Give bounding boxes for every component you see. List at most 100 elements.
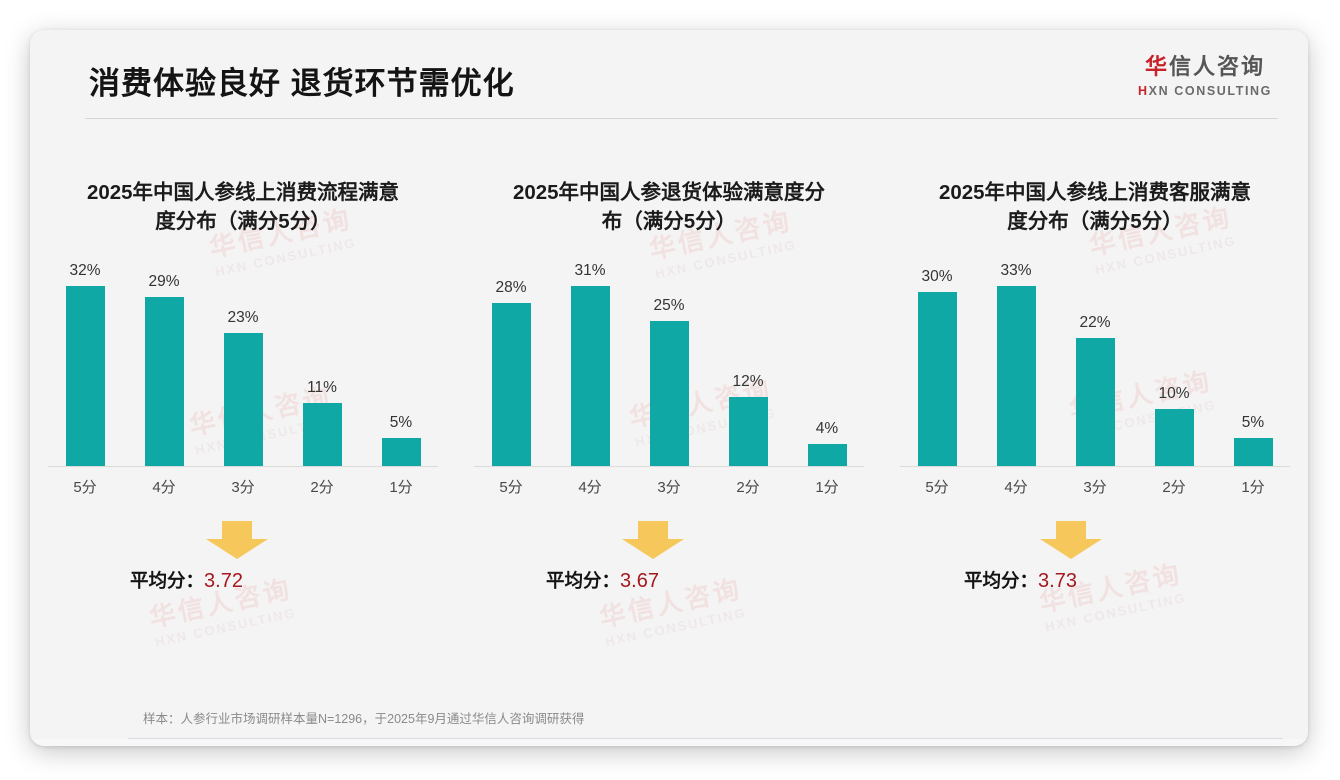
average-block: 平均分：3.67 bbox=[474, 521, 864, 617]
bar[interactable] bbox=[728, 396, 768, 468]
x-tick-label: 1分 bbox=[389, 479, 413, 497]
bar-value-label: 29% bbox=[148, 273, 180, 291]
bar-column[interactable]: 29% bbox=[133, 262, 195, 468]
average-value: 3.72 bbox=[204, 570, 243, 593]
bar-column[interactable]: 28% bbox=[480, 262, 542, 468]
x-axis-labels: 5分 4分 3分 2分 1分 bbox=[48, 476, 438, 497]
x-tick-label: 1分 bbox=[1241, 479, 1265, 497]
bar-column[interactable]: 11% bbox=[291, 262, 353, 468]
logo-chinese-red: 华 bbox=[1144, 54, 1169, 79]
logo-english-red: H bbox=[1138, 84, 1149, 98]
bar[interactable] bbox=[649, 320, 689, 468]
average-label: 平均分： bbox=[546, 570, 621, 592]
source-footnote: 样本：人参行业市场调研样本量N=1296，于2025年9月通过华信人咨询调研获得 bbox=[143, 712, 585, 726]
logo-english: HXN CONSULTING bbox=[1138, 85, 1272, 98]
bar-column[interactable]: 33% bbox=[985, 262, 1047, 468]
bar-plot: 30% 33% 22% 10% 5% bbox=[900, 262, 1290, 468]
chart-panel-return: 2025年中国人参退货体验满意度分布（满分5分） 28% 31% 25% 12%… bbox=[456, 140, 882, 660]
company-logo: 华信人咨询 HXN CONSULTING bbox=[1138, 56, 1272, 98]
arrow-stem bbox=[222, 521, 252, 540]
average-block: 平均分：3.72 bbox=[48, 521, 438, 617]
bar[interactable] bbox=[65, 286, 105, 468]
bar-column[interactable]: 22% bbox=[1064, 262, 1126, 468]
bar[interactable] bbox=[570, 286, 610, 468]
bar-plot: 32% 29% 23% 11% 5% bbox=[48, 262, 438, 468]
logo-chinese-rest: 信人咨询 bbox=[1169, 54, 1266, 79]
bar-column[interactable]: 5% bbox=[1222, 262, 1284, 468]
bar[interactable] bbox=[144, 297, 184, 468]
bar[interactable] bbox=[1154, 408, 1194, 468]
chart-title: 2025年中国人参线上消费客服满意度分布（满分5分） bbox=[938, 181, 1252, 234]
average-score: 平均分：3.67 bbox=[546, 567, 659, 593]
bar-column[interactable]: 25% bbox=[638, 262, 700, 468]
bar-value-label: 30% bbox=[921, 267, 953, 285]
x-tick-label: 4分 bbox=[1004, 479, 1028, 497]
bar-plot: 28% 31% 25% 12% 4% bbox=[474, 262, 864, 468]
average-value: 3.67 bbox=[620, 570, 659, 593]
arrow-stem bbox=[638, 521, 668, 540]
bar-column[interactable]: 31% bbox=[559, 262, 621, 468]
bar[interactable] bbox=[381, 437, 421, 468]
bar-value-label: 31% bbox=[574, 262, 606, 280]
average-label: 平均分： bbox=[964, 570, 1039, 592]
down-arrow-icon bbox=[1040, 521, 1102, 560]
bar[interactable] bbox=[1075, 338, 1115, 468]
x-tick-label: 4分 bbox=[578, 479, 602, 497]
down-arrow-icon bbox=[622, 521, 684, 560]
average-score: 平均分：3.72 bbox=[130, 567, 243, 593]
header-divider bbox=[85, 118, 1278, 119]
slide-footer: ©2025.11 HXR华信人咨询 www.hxrcon.com bbox=[30, 739, 1308, 746]
bar-group: 28% 31% 25% 12% 4% bbox=[474, 262, 864, 468]
bar-column[interactable]: 32% bbox=[54, 262, 116, 468]
x-tick-label: 2分 bbox=[310, 479, 334, 497]
bar-column[interactable]: 30% bbox=[906, 262, 968, 468]
logo-english-rest: XN CONSULTING bbox=[1148, 84, 1272, 98]
x-axis-line bbox=[900, 466, 1290, 468]
bar-column[interactable]: 12% bbox=[717, 262, 779, 468]
x-tick-label: 3分 bbox=[657, 479, 681, 497]
charts-container: 2025年中国人参线上消费流程满意度分布（满分5分） 32% 29% 23% 1… bbox=[30, 140, 1308, 660]
bar-group: 32% 29% 23% 11% 5% bbox=[48, 262, 438, 468]
logo-chinese: 华信人咨询 bbox=[1138, 56, 1272, 78]
bar-column[interactable]: 5% bbox=[370, 262, 432, 468]
bar-value-label: 10% bbox=[1158, 384, 1190, 402]
chart-panel-service: 2025年中国人参线上消费客服满意度分布（满分5分） 30% 33% 22% 1… bbox=[882, 140, 1308, 660]
average-score: 平均分：3.73 bbox=[964, 567, 1077, 593]
bar-column[interactable]: 10% bbox=[1143, 262, 1205, 468]
bar[interactable] bbox=[807, 443, 847, 468]
bar-column[interactable]: 23% bbox=[212, 262, 274, 468]
bar-value-label: 25% bbox=[653, 296, 685, 314]
average-value: 3.73 bbox=[1038, 570, 1077, 593]
x-axis-line bbox=[474, 466, 864, 468]
bar[interactable] bbox=[996, 286, 1036, 468]
chart-title: 2025年中国人参线上消费流程满意度分布（满分5分） bbox=[86, 181, 400, 234]
average-label: 平均分： bbox=[130, 570, 205, 592]
bar[interactable] bbox=[223, 332, 263, 468]
x-axis-labels: 5分 4分 3分 2分 1分 bbox=[900, 476, 1290, 497]
x-tick-label: 5分 bbox=[499, 479, 523, 497]
x-tick-label: 1分 bbox=[815, 479, 839, 497]
bar[interactable] bbox=[302, 402, 342, 468]
bar[interactable] bbox=[491, 303, 531, 468]
bar[interactable] bbox=[917, 291, 957, 468]
footer-divider bbox=[128, 738, 1283, 739]
chart-panel-process: 2025年中国人参线上消费流程满意度分布（满分5分） 32% 29% 23% 1… bbox=[30, 140, 456, 660]
bar-value-label: 12% bbox=[732, 372, 764, 390]
bar[interactable] bbox=[1233, 437, 1273, 468]
x-tick-label: 3分 bbox=[231, 479, 255, 497]
bar-value-label: 5% bbox=[1241, 413, 1265, 431]
x-tick-label: 3分 bbox=[1083, 479, 1107, 497]
page-title: 消费体验良好 退货环节需优化 bbox=[89, 66, 515, 101]
bar-value-label: 22% bbox=[1079, 314, 1111, 332]
bar-value-label: 33% bbox=[1000, 262, 1032, 280]
arrow-stem bbox=[1056, 521, 1086, 540]
x-tick-label: 2分 bbox=[736, 479, 760, 497]
x-axis-labels: 5分 4分 3分 2分 1分 bbox=[474, 476, 864, 497]
x-tick-label: 2分 bbox=[1162, 479, 1186, 497]
x-tick-label: 5分 bbox=[73, 479, 97, 497]
chart-title: 2025年中国人参退货体验满意度分布（满分5分） bbox=[512, 181, 826, 234]
down-arrow-icon bbox=[206, 521, 268, 560]
slide-card: 消费体验良好 退货环节需优化 华信人咨询 HXN CONSULTING 华信人咨… bbox=[30, 30, 1308, 746]
bar-value-label: 28% bbox=[495, 279, 527, 297]
bar-column[interactable]: 4% bbox=[796, 262, 858, 468]
